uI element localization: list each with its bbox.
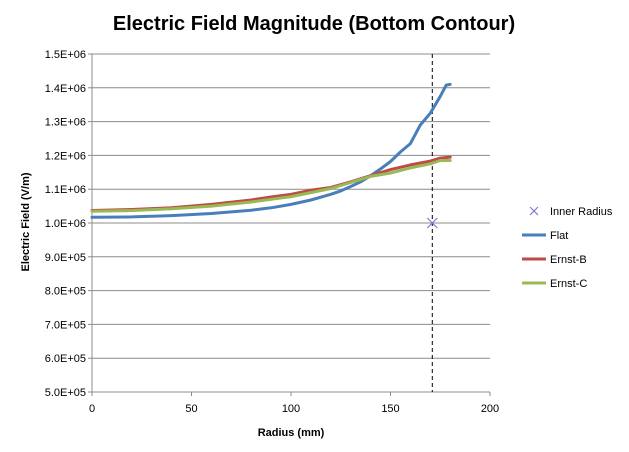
x-tick-label: 100: [282, 403, 300, 415]
legend-label: Ernst-B: [550, 254, 587, 266]
y-tick-label: 8.0E+05: [45, 286, 86, 298]
chart-title: Electric Field Magnitude (Bottom Contour…: [113, 13, 515, 35]
data-point-inner-radius: [426, 217, 438, 229]
x-axis-label: Radius (mm): [258, 427, 325, 439]
legend: Inner Radius Flat Ernst-B Ernst-C: [522, 206, 613, 290]
y-tick-label: 1.0E+06: [45, 218, 86, 230]
tick-labels: 5.0E+05 6.0E+05 7.0E+05 8.0E+05 9.0E+05 1.0E+…: [45, 49, 499, 415]
y-tick-label: 5.0E+05: [45, 387, 86, 399]
legend-label: Ernst-C: [550, 278, 587, 290]
y-tick-label: 1.4E+06: [45, 83, 86, 95]
data-series: [90, 82, 452, 229]
series-line-ernst-b: [90, 155, 452, 212]
x-tick-label: 150: [381, 403, 399, 415]
marker-stroke: [426, 217, 438, 229]
x-tick-label: 200: [481, 403, 499, 415]
x-tick-label: 0: [89, 403, 95, 415]
y-axis-label: Electric Field (V/m): [20, 172, 32, 271]
legend-swatch: [529, 206, 539, 216]
axes: [88, 53, 491, 396]
legend-label: Flat: [550, 230, 568, 242]
series-line-ernst-c: [90, 159, 452, 213]
x-tick-label: 50: [185, 403, 197, 415]
y-tick-label: 7.0E+05: [45, 319, 86, 331]
gridlines: [92, 53, 490, 359]
y-tick-label: 9.0E+05: [45, 252, 86, 264]
y-tick-label: 6.0E+05: [45, 353, 86, 365]
legend-item-inner-radius: Inner Radius: [529, 206, 613, 218]
legend-label: Inner Radius: [550, 206, 613, 218]
legend-item-flat: Flat: [522, 230, 568, 242]
y-tick-label: 1.2E+06: [45, 150, 86, 162]
y-tick-label: 1.1E+06: [45, 184, 86, 196]
legend-item-ernst-b: Ernst-B: [522, 254, 587, 266]
legend-item-ernst-c: Ernst-C: [522, 278, 587, 290]
y-tick-label: 1.3E+06: [45, 117, 86, 129]
series-line-flat: [90, 82, 452, 219]
y-tick-label: 1.5E+06: [45, 49, 86, 61]
